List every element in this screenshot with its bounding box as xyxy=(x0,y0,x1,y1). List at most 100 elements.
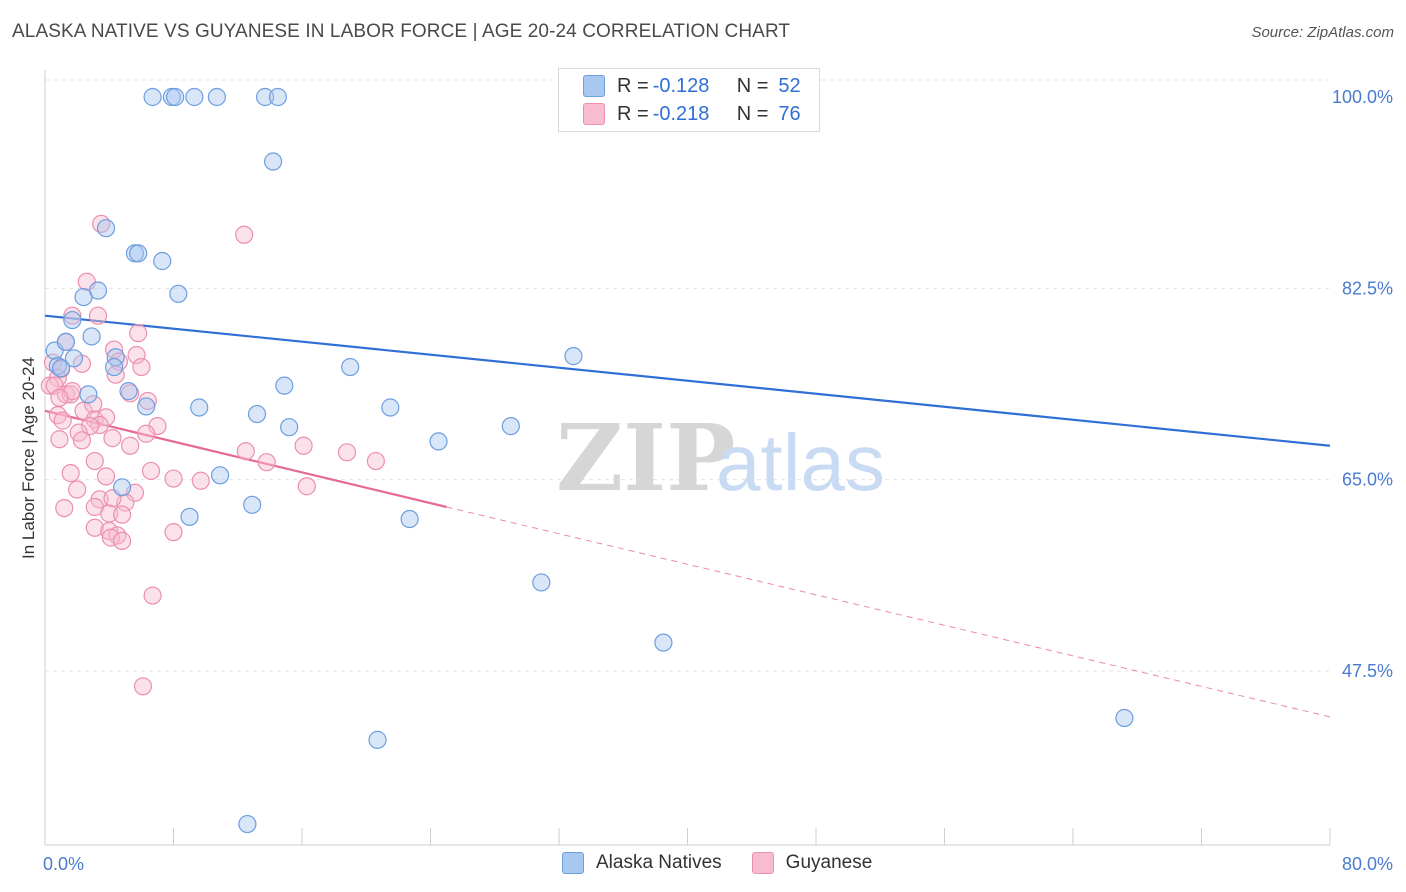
point-guyanese xyxy=(84,395,103,414)
legend-label-guyanese: Guyanese xyxy=(785,852,873,873)
point-guyanese xyxy=(68,480,87,499)
legend-item-alaska-natives[interactable]: Alaska Natives xyxy=(562,852,722,874)
axes xyxy=(44,70,1331,846)
legend-swatch-guyanese xyxy=(583,103,605,125)
point-guyanese xyxy=(103,429,122,448)
point-alaska-natives xyxy=(263,152,283,171)
point-guyanese xyxy=(112,531,132,550)
legend-r-label: R = xyxy=(617,74,649,97)
point-alaska-natives xyxy=(112,478,132,497)
legend-swatch-alaska xyxy=(562,852,584,874)
watermark-zip: ZIP xyxy=(556,404,735,512)
point-guyanese xyxy=(191,471,210,490)
point-guyanese xyxy=(129,324,148,343)
point-guyanese xyxy=(132,357,151,377)
legend-n-label: N = xyxy=(736,74,769,97)
point-guyanese xyxy=(40,376,59,395)
point-alaska-natives xyxy=(400,509,419,529)
point-alaska-natives xyxy=(64,349,84,368)
point-guyanese xyxy=(85,518,104,537)
point-guyanese xyxy=(90,415,109,435)
gridlines xyxy=(45,79,1330,672)
point-alaska-natives xyxy=(119,382,138,401)
point-alaska-natives xyxy=(255,87,275,107)
trend-lines xyxy=(44,314,1331,718)
point-alaska-natives xyxy=(210,466,230,485)
point-guyanese xyxy=(337,443,357,462)
point-guyanese xyxy=(235,225,254,244)
correlation-legend: R = -0.128 N = 52 R = -0.218 N = 76 xyxy=(558,68,820,132)
point-guyanese xyxy=(121,436,140,455)
legend-item-guyanese[interactable]: Guyanese xyxy=(751,852,873,874)
point-alaska-natives xyxy=(79,385,98,404)
point-alaska-natives xyxy=(180,507,199,526)
point-guyanese xyxy=(257,453,276,472)
point-guyanese xyxy=(50,430,69,449)
point-alaska-natives xyxy=(1115,708,1134,728)
point-guyanese xyxy=(112,505,132,524)
y-tick-label: 100.0% xyxy=(1332,87,1393,107)
x-tick-label-min: 0.0% xyxy=(43,854,84,874)
data-points xyxy=(40,87,1134,834)
point-guyanese xyxy=(294,436,313,455)
point-guyanese xyxy=(80,416,100,436)
point-alaska-natives xyxy=(48,356,67,376)
point-alaska-natives xyxy=(56,332,75,352)
point-alaska-natives xyxy=(275,376,294,395)
point-alaska-natives xyxy=(166,87,185,107)
point-guyanese xyxy=(53,411,72,430)
legend-r-value: -0.218 xyxy=(652,102,710,125)
legend-swatch-guyanese xyxy=(751,852,774,874)
point-guyanese xyxy=(297,477,316,496)
chart-title: ALASKA NATIVE VS GUYANESE IN LABOR FORCE… xyxy=(12,21,791,42)
point-alaska-natives xyxy=(190,398,209,417)
y-tick-label: 82.5% xyxy=(1342,278,1393,298)
legend-n-label: N = xyxy=(736,102,769,125)
point-guyanese xyxy=(101,528,120,547)
point-alaska-natives xyxy=(564,347,583,366)
point-alaska-natives xyxy=(129,244,148,263)
point-guyanese xyxy=(63,306,82,325)
point-alaska-natives xyxy=(51,359,71,378)
point-alaska-natives xyxy=(429,432,448,451)
point-alaska-natives xyxy=(532,573,551,592)
point-guyanese xyxy=(88,306,108,325)
legend-r-value: -0.128 xyxy=(652,74,710,97)
point-guyanese xyxy=(85,451,104,471)
legend-label-alaska: Alaska Natives xyxy=(596,852,722,873)
point-alaska-natives xyxy=(341,357,360,377)
watermark-atlas: atlas xyxy=(716,418,885,507)
trend-line-guyanese-extension xyxy=(446,506,1331,718)
legend-n-value: 52 xyxy=(778,74,801,97)
legend-row-alaska: R = -0.128 N = 52 xyxy=(583,73,801,99)
point-guyanese xyxy=(143,586,162,605)
point-alaska-natives xyxy=(137,397,156,416)
point-alaska-natives xyxy=(368,730,387,749)
point-guyanese xyxy=(127,345,146,365)
point-guyanese xyxy=(236,442,255,461)
y-tick-labels: 47.5% 65.0% 82.5% 100.0% xyxy=(1332,87,1393,681)
source-credit: Source: ZipAtlas.com xyxy=(1251,24,1394,41)
point-alaska-natives xyxy=(143,87,162,107)
point-alaska-natives xyxy=(247,404,267,424)
trend-line-guyanese xyxy=(44,409,447,509)
point-guyanese xyxy=(50,388,69,407)
legend-n-value: 76 xyxy=(778,102,801,125)
y-tick-label: 65.0% xyxy=(1342,470,1393,490)
point-alaska-natives xyxy=(185,87,204,107)
point-alaska-natives xyxy=(82,327,101,346)
point-alaska-natives xyxy=(501,416,520,436)
point-alaska-natives xyxy=(238,814,257,834)
y-tick-label: 47.5% xyxy=(1342,661,1393,681)
point-alaska-natives xyxy=(74,287,93,307)
series-legend: Alaska Natives Guyanese xyxy=(562,852,902,874)
y-axis-label: In Labor Force | Age 20-24 xyxy=(19,357,38,559)
point-guyanese xyxy=(61,464,80,483)
point-alaska-natives xyxy=(654,633,673,652)
point-alaska-natives xyxy=(381,398,400,417)
point-alaska-natives xyxy=(169,284,188,303)
legend-row-guyanese: R = -0.218 N = 76 xyxy=(583,101,801,127)
legend-swatch-alaska xyxy=(583,75,605,97)
point-guyanese xyxy=(137,424,156,443)
